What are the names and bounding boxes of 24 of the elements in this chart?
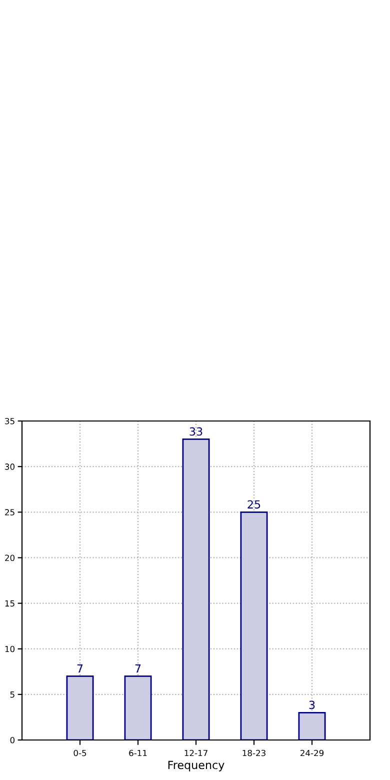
y-tick-label: 5 [10,692,14,698]
y-tick-label: 0 [10,736,14,744]
data-label: 7 [135,664,141,672]
bar [66,676,94,740]
x-axis-title: Frequency [168,760,224,772]
y-tick-label: 10 [5,646,14,652]
data-label: 3 [309,700,315,710]
y-tick-label: 30 [5,464,14,470]
x-tick-label: 24-29 [300,750,324,756]
data-label: 33 [190,427,202,436]
y-tick-label: 35 [5,418,14,424]
x-tick-label: 18-23 [242,750,266,756]
data-label: 25 [248,500,260,509]
bar [240,511,268,740]
data-label: 7 [77,664,83,672]
x-tick-label: 12-17 [184,750,208,756]
bar [182,438,210,740]
y-tick-label: 25 [5,509,14,516]
bar [124,676,152,740]
y-tick-label: 15 [5,600,14,607]
x-tick-label: 0-5 [74,750,86,756]
y-tick-label: 20 [5,554,14,561]
bar [298,712,326,740]
x-tick-label: 6-11 [129,750,147,756]
